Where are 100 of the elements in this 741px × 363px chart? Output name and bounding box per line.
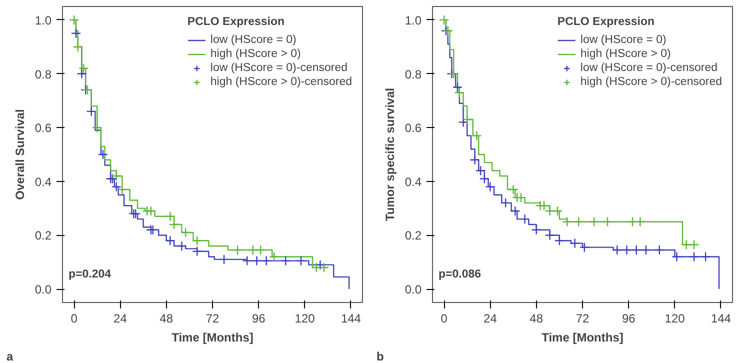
point <box>508 184 518 195</box>
point <box>280 256 291 266</box>
point <box>452 82 463 92</box>
legend-label: high (HScore > 0)-censored <box>210 75 352 89</box>
y-tick-label: 0.2 <box>34 228 52 243</box>
point <box>255 244 266 256</box>
point <box>635 216 646 227</box>
point <box>111 170 122 182</box>
point <box>252 256 262 266</box>
point <box>86 106 96 117</box>
legend-title: PCLO Expression <box>557 16 656 28</box>
point <box>438 14 450 26</box>
legend-label: low (HScore = 0) <box>210 33 296 47</box>
x-tick-label: 144 <box>710 312 732 326</box>
point <box>268 252 280 262</box>
x-tick-label: 24 <box>484 312 498 326</box>
point <box>602 216 613 227</box>
point <box>688 252 700 262</box>
point <box>640 244 652 256</box>
legend-label: low (HScore = 0) <box>580 33 666 47</box>
point <box>315 260 326 270</box>
annotation: p=0.086 <box>438 268 482 280</box>
point <box>458 117 468 128</box>
text: b <box>376 350 384 363</box>
point <box>562 216 572 227</box>
x-axis-title: Time [Months] <box>172 330 254 344</box>
point <box>622 244 632 256</box>
point <box>472 130 482 141</box>
point <box>588 216 600 227</box>
point <box>531 224 542 235</box>
x-tick-label: 48 <box>160 312 174 326</box>
point <box>500 198 511 208</box>
x-tick-label: 72 <box>576 312 590 326</box>
point <box>552 206 563 216</box>
legend-label: low (HScore = 0)-censored <box>210 61 348 75</box>
y-tick-label: 0.6 <box>34 121 52 136</box>
x-tick-label: 96 <box>622 312 636 326</box>
point <box>98 149 108 160</box>
point <box>176 240 187 252</box>
text: a <box>6 350 14 363</box>
point <box>700 252 711 262</box>
legend-label: high (HScore > 0) <box>580 47 671 61</box>
point <box>479 174 490 184</box>
point <box>454 88 465 98</box>
legend-label: high (HScore > 0)-censored <box>580 75 722 89</box>
point <box>70 28 82 39</box>
point <box>232 244 243 256</box>
legend-label: high (HScore > 0) <box>210 47 301 61</box>
point <box>688 240 700 250</box>
y-tick-label: 0.8 <box>404 67 422 82</box>
point <box>470 154 480 165</box>
point <box>475 166 486 176</box>
point <box>76 68 87 79</box>
y-tick-label: 1.0 <box>404 13 422 28</box>
legend-title: PCLO Expression <box>187 16 286 28</box>
point <box>248 244 258 256</box>
point <box>192 246 202 256</box>
point <box>192 236 202 246</box>
x-tick-label: 72 <box>206 312 220 326</box>
y-tick-label: 0.0 <box>34 282 52 297</box>
point <box>218 254 230 265</box>
point <box>612 244 622 256</box>
point <box>574 216 584 227</box>
legend-label: low (HScore = 0)-censored <box>580 61 718 75</box>
y-tick-label: 1.0 <box>34 13 52 28</box>
point <box>538 200 550 211</box>
point <box>544 206 555 216</box>
point <box>180 227 191 238</box>
y-tick-label: 0.4 <box>404 174 422 189</box>
y-tick-label: 0.0 <box>404 282 422 297</box>
point <box>168 219 180 230</box>
point <box>544 230 555 240</box>
point <box>165 211 176 222</box>
x-tick-label: 0 <box>440 312 448 326</box>
point <box>510 206 520 216</box>
point <box>165 236 176 246</box>
x-tick-label: 96 <box>252 312 266 326</box>
point <box>520 214 530 224</box>
x-axis-title: Time [Months] <box>542 330 624 344</box>
y-tick-label: 0.2 <box>404 228 422 243</box>
point <box>654 244 665 256</box>
point <box>554 236 565 246</box>
point <box>579 242 590 252</box>
point <box>296 256 306 266</box>
point <box>462 114 472 125</box>
y-tick-label: 0.4 <box>34 174 52 189</box>
point <box>242 256 252 266</box>
y-tick-label: 0.8 <box>34 67 52 82</box>
point <box>78 63 89 74</box>
point <box>631 244 642 256</box>
x-tick-label: 120 <box>294 312 316 326</box>
point <box>111 182 122 192</box>
point <box>117 184 128 195</box>
point <box>672 252 682 262</box>
point <box>72 42 83 52</box>
y-tick-label: 0.6 <box>404 121 422 136</box>
x-tick-label: 144 <box>340 312 362 326</box>
point <box>68 14 80 26</box>
point <box>261 256 272 266</box>
point <box>318 262 330 273</box>
